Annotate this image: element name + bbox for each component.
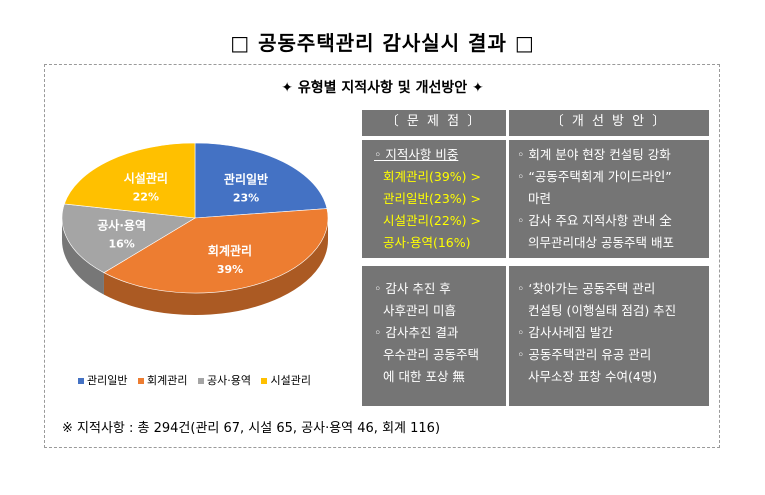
problem-item: 공사·용역(16%) <box>383 235 471 250</box>
improvement-item: 마련 <box>528 191 552 206</box>
pie-category-label: 관리일반 <box>224 171 268 186</box>
improvement-item: 컨설팅 (이행실태 점검) 추진 <box>528 303 677 318</box>
pie-chart-top <box>61 142 329 294</box>
legend-label: 공사·용역 <box>206 374 251 387</box>
problem-item: ◦ 지적사항 비중 <box>374 147 459 162</box>
problem-item: ◦ 감사추진 결과 <box>374 325 459 340</box>
legend-item-construction: 공사·용역 <box>197 374 251 387</box>
content-frame <box>44 64 720 448</box>
pie-value-label: 16% <box>108 237 134 250</box>
problem-item: 시설관리(22%) > <box>383 213 481 228</box>
problem-item: 우수관리 공동주택 <box>383 347 479 362</box>
improvements-header: 〔 개 선 방 안 〕 <box>509 110 709 136</box>
improvements-block-2: ◦ ‘찾아가는 공동주택 관리 컨설팅 (이행실태 점검) 추진 ◦ 감사사례집… <box>509 266 709 406</box>
pie-value-label: 22% <box>133 190 159 203</box>
improvement-item: 사무소장 표창 수여(4명) <box>528 369 658 384</box>
pie-value-label: 23% <box>233 191 259 204</box>
legend-swatch <box>78 378 84 384</box>
pie-slice-side <box>103 218 328 315</box>
pie-category-label: 회계관리 <box>208 243 252 258</box>
pie-slice-side <box>62 218 104 295</box>
pie-slice-1 <box>103 208 329 294</box>
pie-value-label: 39% <box>217 263 243 276</box>
problem-item: 관리일반(23%) > <box>383 191 481 206</box>
pie-chart-labels: 관리일반 23% 회계관리 39% 공사·용역 16% 시설관리 22% <box>97 170 268 275</box>
improvement-item: ◦ “공동주택회계 가이드라인” <box>517 169 672 184</box>
problems-header: 〔 문 제 점 〕 <box>362 110 506 136</box>
improvement-item: 의무관리대상 공동주택 배포 <box>528 235 674 250</box>
pie-slice-2 <box>61 203 196 274</box>
problem-item: 회계관리(39%) > <box>383 169 481 184</box>
pie-category-label: 시설관리 <box>124 170 168 185</box>
improvement-item: ◦ 회계 분야 현장 컨설팅 강화 <box>517 147 671 162</box>
problems-block-1: ◦ 지적사항 비중 회계관리(39%) > 관리일반(23%) > 시설관리(2… <box>362 140 506 258</box>
page-title: □ 공동주택관리 감사실시 결과 □ <box>230 31 535 55</box>
improvement-item: ◦ 공동주택관리 유공 관리 <box>517 347 652 362</box>
legend-swatch <box>197 378 204 384</box>
pie-category-label: 공사·용역 <box>97 217 146 232</box>
improvement-item: ◦ 감사사례집 발간 <box>517 325 613 340</box>
pie-chart-depth <box>62 218 328 315</box>
legend-label: 회계관리 <box>146 374 188 387</box>
improvement-item: ◦ ‘찾아가는 공동주택 관리 <box>517 281 656 296</box>
legend-label: 관리일반 <box>87 374 128 387</box>
chart-legend: 관리일반 회계관리 공사·용역 시설관리 <box>78 372 318 388</box>
problem-item: 에 대한 포상 無 <box>383 369 465 384</box>
problems-block-2: ◦ 감사 추진 후 사후관리 미흡 ◦ 감사추진 결과 우수관리 공동주택 에 … <box>362 266 506 406</box>
footnote: ※ 지적사항 : 총 294건(관리 67, 시설 65, 공사·용역 46, … <box>62 421 441 436</box>
legend-label: 시설관리 <box>270 374 311 387</box>
legend-swatch <box>137 378 144 384</box>
pie-chart: 관리일반 23% 회계관리 39% 공사·용역 16% 시설관리 22% <box>61 142 329 315</box>
problem-item: 사후관리 미흡 <box>383 303 456 318</box>
problem-item: ◦ 감사 추진 후 <box>374 281 451 296</box>
legend-item-general: 관리일반 <box>78 374 127 387</box>
pie-slice-3 <box>63 142 196 219</box>
pie-slice-0 <box>194 142 328 219</box>
improvements-block-1: ◦ 회계 분야 현장 컨설팅 강화 ◦ “공동주택회계 가이드라인” 마련 ◦ … <box>509 140 709 258</box>
legend-swatch <box>261 378 268 384</box>
legend-item-accounting: 회계관리 <box>137 374 188 387</box>
improvement-item: ◦ 감사 주요 지적사항 관내 全 <box>517 213 672 228</box>
legend-item-facility: 시설관리 <box>261 374 311 387</box>
section-subtitle: ✦ 유형별 지적사항 및 개선방안 ✦ <box>281 80 484 96</box>
